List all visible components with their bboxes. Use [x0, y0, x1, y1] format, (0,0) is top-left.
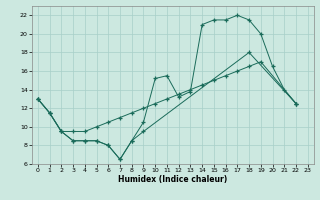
X-axis label: Humidex (Indice chaleur): Humidex (Indice chaleur) — [118, 175, 228, 184]
